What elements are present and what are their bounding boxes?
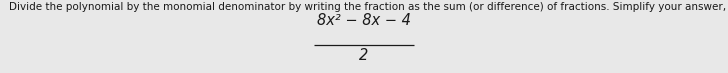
Text: 8x² − 8x − 4: 8x² − 8x − 4 <box>317 13 411 28</box>
Text: Divide the polynomial by the monomial denominator by writing the fraction as the: Divide the polynomial by the monomial de… <box>9 2 728 12</box>
Text: 2: 2 <box>360 48 368 63</box>
